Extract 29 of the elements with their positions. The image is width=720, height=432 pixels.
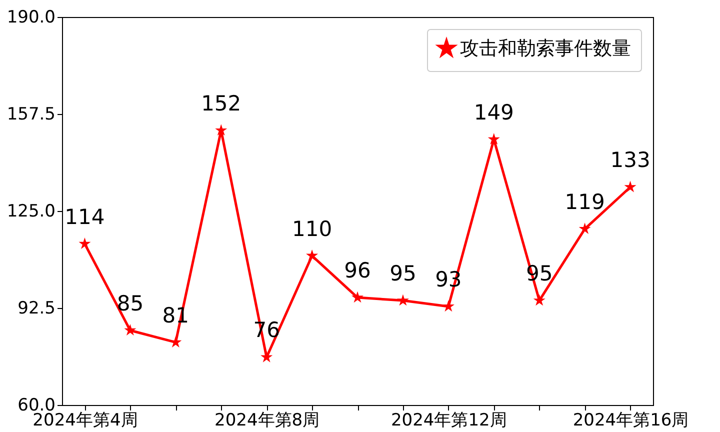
data-label: 96 bbox=[344, 258, 371, 283]
point bbox=[124, 324, 136, 336]
point bbox=[78, 238, 91, 249]
point bbox=[396, 294, 409, 306]
x-tick-label: 2024年第12周 bbox=[390, 410, 507, 430]
y-tick-label: 125.0 bbox=[6, 202, 56, 222]
point bbox=[215, 124, 228, 136]
point bbox=[442, 300, 454, 312]
x-tick-label: 2024年第8周 bbox=[214, 410, 320, 430]
point bbox=[533, 294, 546, 306]
point bbox=[306, 249, 318, 261]
data-label: 133 bbox=[610, 148, 650, 172]
data-label: 152 bbox=[201, 91, 242, 116]
data-label: 119 bbox=[564, 190, 605, 214]
data-label: 110 bbox=[292, 216, 332, 241]
point bbox=[488, 133, 500, 144]
point bbox=[578, 222, 591, 234]
y-tick-label: 190.0 bbox=[6, 8, 56, 28]
point bbox=[351, 291, 364, 303]
data-label: 95 bbox=[390, 262, 416, 286]
y-tick-label: 157.5 bbox=[6, 104, 56, 124]
point bbox=[624, 180, 636, 192]
data-label: 114 bbox=[64, 204, 105, 229]
data-label: 85 bbox=[116, 291, 144, 316]
data-label: 149 bbox=[474, 100, 514, 124]
y-tick-label: 92.5 bbox=[18, 298, 56, 318]
x-tick-label: 2024年第16周 bbox=[572, 410, 689, 430]
point bbox=[260, 350, 273, 362]
legend-label: 攻击和勒索事件数量 bbox=[460, 38, 631, 60]
